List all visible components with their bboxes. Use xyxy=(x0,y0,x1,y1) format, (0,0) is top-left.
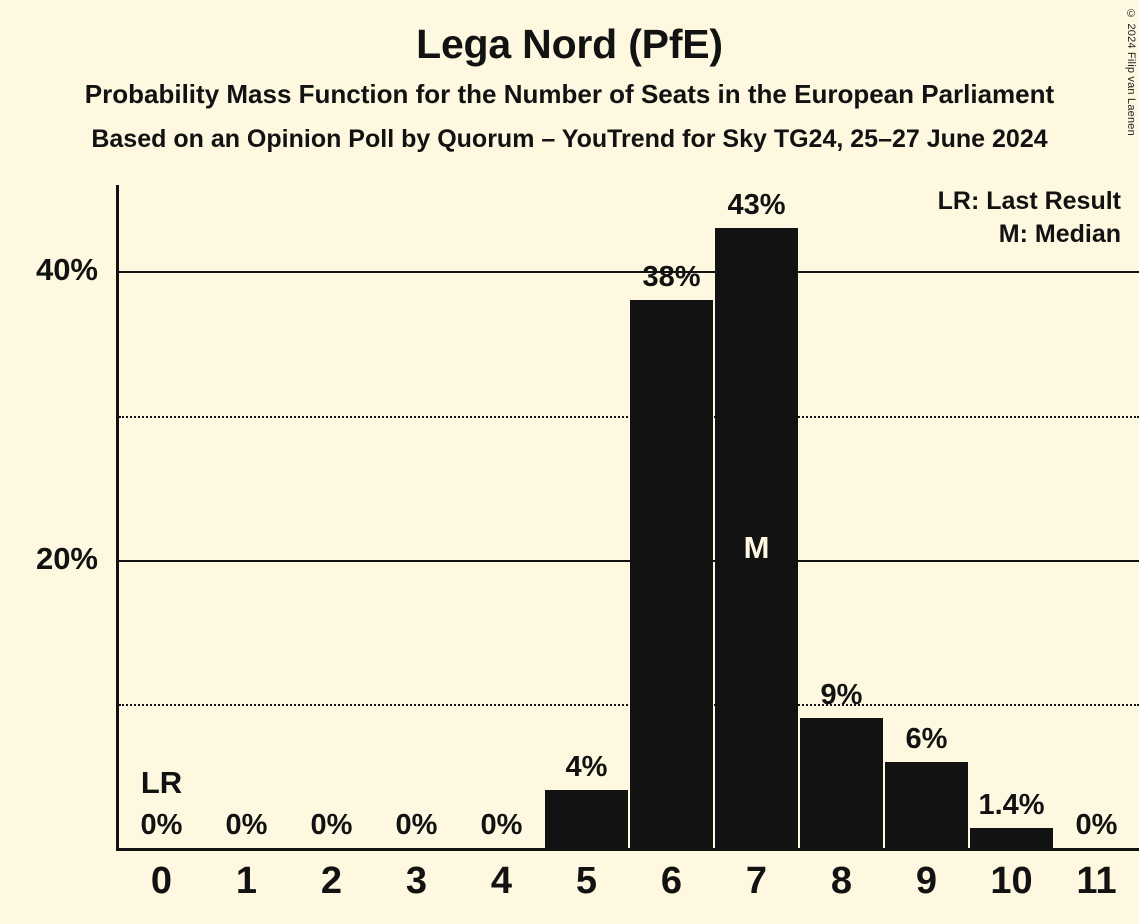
x-axis-tick-11: 11 xyxy=(1076,860,1117,902)
bar-slot-5[interactable]: 4% xyxy=(544,185,629,848)
bar-value-label-11: 0% xyxy=(1075,809,1118,841)
chart-subtitle-source: Based on an Opinion Poll by Quorum – You… xyxy=(91,125,1048,153)
chart-legend: LR: Last Result M: Median xyxy=(938,185,1121,250)
legend-item-median: M: Median xyxy=(998,219,1121,248)
bar-slot-6[interactable]: 38% xyxy=(629,185,714,848)
bar-slot-8[interactable]: 9% xyxy=(799,185,884,848)
median-marker: M xyxy=(743,529,770,565)
x-axis-tick-5: 5 xyxy=(575,860,598,902)
x-axis-tick-8: 8 xyxy=(830,860,853,902)
bar-slot-4[interactable]: 0% xyxy=(459,185,544,848)
bar-slot-2[interactable]: 0% xyxy=(289,185,374,848)
bar-slot-0[interactable]: 0% LR xyxy=(119,185,204,848)
copyright-notice: © 2024 Filip van Laenen xyxy=(1125,8,1137,136)
bar-value-label-5: 4% xyxy=(565,751,608,784)
gridline-solid-40 xyxy=(119,271,1139,274)
x-axis-tick-1: 1 xyxy=(235,860,258,902)
bar-value-label-7: 43% xyxy=(727,189,786,222)
legend-item-last-result: LR: Last Result xyxy=(937,187,1121,215)
bar-value-label-2: 0% xyxy=(310,809,353,841)
bar-group: 0% LR 0% 0% 0% 0% 4% 38% 43% M 9% 6% 1.4% 0% xyxy=(119,185,1139,848)
bar-value-label-10: 1.4% xyxy=(978,788,1045,821)
gridline-dotted-30 xyxy=(119,415,1139,418)
title-block: Lega Nord (PfE) Probability Mass Functio… xyxy=(0,0,1139,152)
bar-5[interactable] xyxy=(545,790,628,848)
bar-value-label-1: 0% xyxy=(225,809,268,841)
x-axis-tick-2: 2 xyxy=(320,860,343,902)
x-axis-tick-9: 9 xyxy=(915,860,938,902)
x-axis-tick-7: 7 xyxy=(745,860,768,902)
x-axis-line xyxy=(116,848,1139,851)
bar-value-label-0: 0% xyxy=(140,809,183,841)
bar-slot-7[interactable]: 43% M xyxy=(714,185,799,848)
bar-slot-1[interactable]: 0% xyxy=(204,185,289,848)
gridline-dotted-10 xyxy=(119,703,1139,706)
bar-value-label-9: 6% xyxy=(905,722,948,755)
x-axis-tick-4: 4 xyxy=(490,860,513,902)
bar-value-label-4: 0% xyxy=(480,809,523,841)
x-axis-tick-10: 10 xyxy=(990,860,1033,902)
page-title: Lega Nord (PfE) xyxy=(416,21,723,67)
x-axis-tick-3: 3 xyxy=(405,860,428,902)
x-axis-tick-labels: 0 1 2 3 4 5 6 7 8 9 10 11 xyxy=(119,862,1139,918)
bar-slot-11[interactable]: 0% xyxy=(1054,185,1139,848)
bar-6[interactable] xyxy=(630,300,713,848)
y-axis-tick-40: 40% xyxy=(35,252,98,288)
bar-9[interactable] xyxy=(885,761,968,848)
bar-slot-10[interactable]: 1.4% xyxy=(969,185,1054,848)
x-axis-tick-6: 6 xyxy=(660,860,683,902)
bar-value-label-6: 38% xyxy=(642,261,701,294)
y-axis-tick-20: 20% xyxy=(35,540,98,576)
last-result-marker: LR xyxy=(140,765,183,800)
chart-subtitle-primary: Probability Mass Function for the Number… xyxy=(84,79,1055,109)
bar-7[interactable] xyxy=(715,228,798,848)
bar-8[interactable] xyxy=(800,718,883,848)
x-axis-tick-0: 0 xyxy=(150,860,173,902)
bar-10[interactable] xyxy=(970,827,1053,848)
plot-area: 0% LR 0% 0% 0% 0% 4% 38% 43% M 9% 6% 1.4% 0% xyxy=(119,185,1139,848)
y-axis-line xyxy=(116,185,119,851)
bar-slot-9[interactable]: 6% xyxy=(884,185,969,848)
bar-value-label-3: 0% xyxy=(395,809,438,841)
bar-slot-3[interactable]: 0% xyxy=(374,185,459,848)
gridline-solid-20 xyxy=(119,559,1139,562)
bar-value-label-8: 9% xyxy=(820,679,863,712)
